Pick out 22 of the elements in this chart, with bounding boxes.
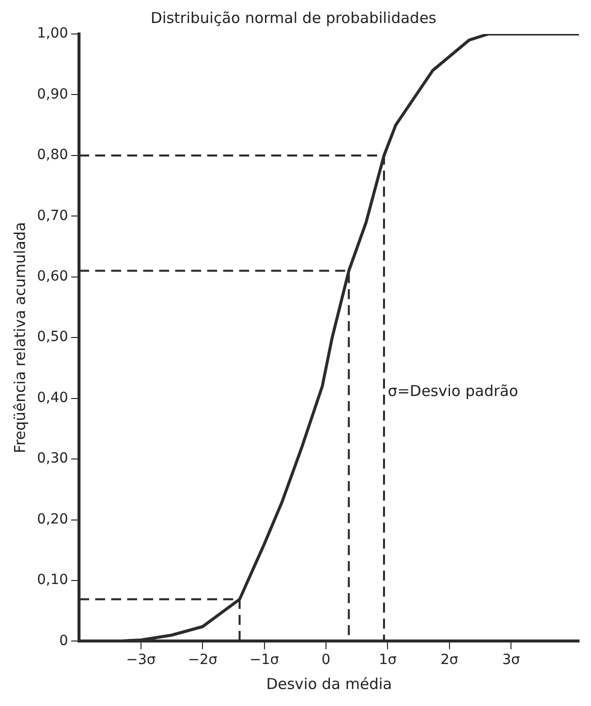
y-tick-label: 0,40 bbox=[37, 390, 68, 406]
x-tick-label: −2σ bbox=[188, 652, 218, 668]
chart-title: Distribuição normal de probabilidades bbox=[150, 8, 437, 27]
x-tick-label: 2σ bbox=[440, 652, 458, 668]
y-tick-label: 0,30 bbox=[37, 450, 68, 467]
y-tick-label: 0,10 bbox=[37, 572, 68, 588]
x-tick-label: 3σ bbox=[502, 652, 520, 668]
x-tick-label: 0 bbox=[322, 652, 330, 668]
x-tick-label: 1σ bbox=[378, 652, 397, 668]
y-tick-label: 0,80 bbox=[37, 147, 68, 164]
y-tick-label: 0,20 bbox=[37, 511, 68, 528]
x-tick-label: −3σ bbox=[126, 652, 156, 668]
y-axis-title: Freqüência relativa acumulada bbox=[10, 222, 29, 454]
y-tick-label: 0 bbox=[59, 632, 68, 649]
x-axis-title: Desvio da média bbox=[266, 674, 392, 693]
y-tick-label: 1,00 bbox=[37, 26, 68, 42]
y-tick-label: 0,90 bbox=[37, 86, 68, 102]
x-tick-label: −1σ bbox=[250, 652, 280, 668]
y-tick-label: 0,70 bbox=[37, 208, 68, 224]
annotation: σ=Desvio padrão bbox=[388, 382, 518, 400]
y-tick-label: 0,60 bbox=[37, 268, 68, 285]
y-tick-label: 0,50 bbox=[37, 329, 68, 346]
